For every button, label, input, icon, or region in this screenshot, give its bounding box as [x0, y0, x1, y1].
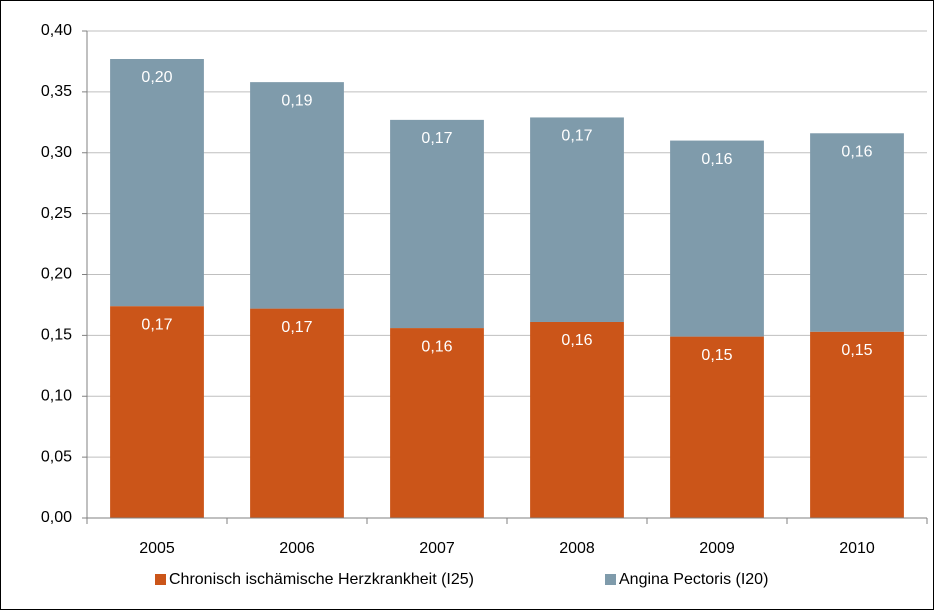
- data-label: 0,15: [841, 342, 872, 359]
- x-tick-label: 2009: [699, 540, 735, 557]
- bar-segment: [670, 140, 764, 337]
- x-tick-label: 2008: [559, 540, 595, 557]
- data-label: 0,17: [561, 128, 592, 145]
- data-label: 0,16: [421, 338, 452, 355]
- bar-segment: [530, 117, 624, 322]
- data-label: 0,19: [281, 92, 312, 109]
- legend-swatch: [155, 574, 166, 585]
- data-label: 0,16: [701, 151, 732, 168]
- legend-swatch: [605, 574, 616, 585]
- x-tick-label: 2006: [279, 540, 315, 557]
- data-label: 0,20: [141, 69, 172, 86]
- y-tick-label: 0,30: [41, 144, 72, 161]
- legend-label: Chronisch ischämische Herzkrankheit (I25…: [169, 571, 474, 588]
- y-tick-label: 0,25: [41, 205, 72, 222]
- bar-segment: [250, 82, 344, 309]
- y-tick-label: 0,40: [41, 22, 72, 39]
- data-label: 0,17: [281, 319, 312, 336]
- y-tick-label: 0,00: [41, 509, 72, 526]
- y-tick-label: 0,35: [41, 83, 72, 100]
- bar-segment: [250, 308, 344, 518]
- data-label: 0,17: [421, 130, 452, 147]
- bar-segment: [390, 119, 484, 329]
- legend-label: Angina Pectoris (I20): [619, 571, 768, 588]
- bar-segment: [810, 133, 904, 332]
- y-tick-label: 0,05: [41, 448, 72, 465]
- data-label: 0,17: [141, 316, 172, 333]
- x-tick-label: 2007: [419, 540, 455, 557]
- data-label: 0,15: [701, 347, 732, 364]
- bar-segment: [810, 331, 904, 518]
- x-tick-label: 2005: [139, 540, 175, 557]
- y-tick-label: 0,20: [41, 266, 72, 283]
- bar-segment: [530, 321, 624, 518]
- data-label: 0,16: [561, 332, 592, 349]
- bar-segment: [110, 306, 204, 518]
- bar-segment: [110, 59, 204, 307]
- y-tick-label: 0,15: [41, 327, 72, 344]
- bar-segment: [670, 336, 764, 518]
- bar-segment: [390, 328, 484, 518]
- y-tick-label: 0,10: [41, 387, 72, 404]
- data-label: 0,16: [841, 143, 872, 160]
- x-tick-label: 2010: [839, 540, 875, 557]
